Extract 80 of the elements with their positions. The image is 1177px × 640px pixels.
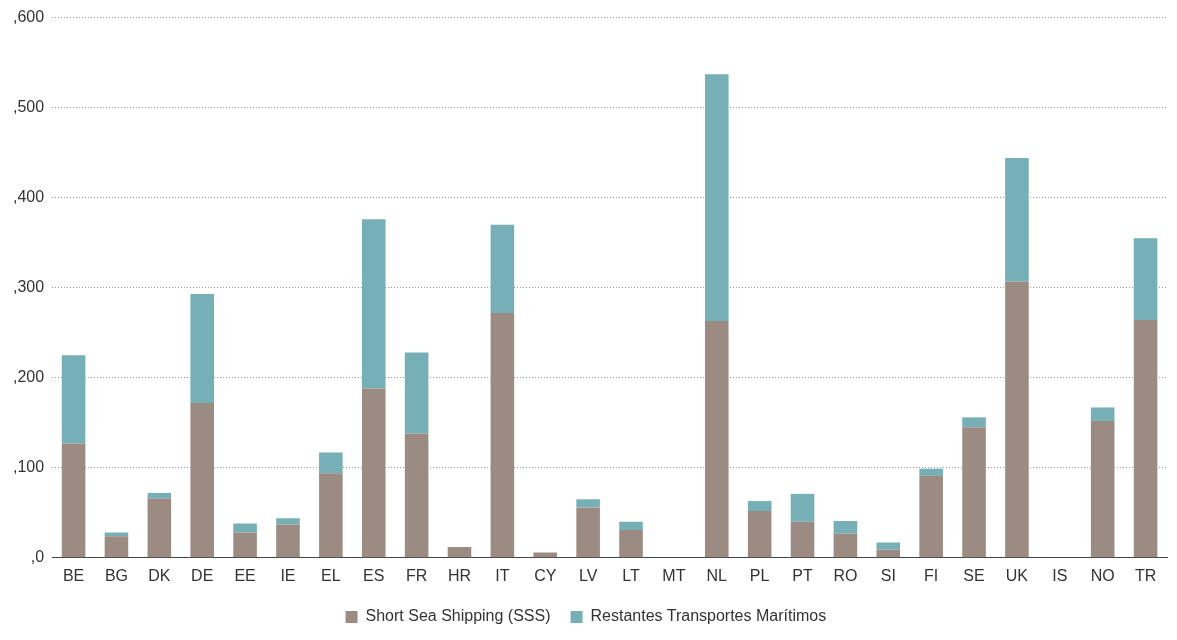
bar <box>576 499 600 508</box>
bar <box>962 427 986 558</box>
bar <box>61 355 86 444</box>
y-tick-label: ,200 <box>13 368 45 386</box>
x-tick-label: TR <box>1134 566 1157 584</box>
bar <box>361 388 386 558</box>
x-tick-label: PT <box>792 566 813 584</box>
bar <box>361 219 386 389</box>
bar <box>1133 238 1158 321</box>
bar <box>619 521 643 530</box>
bar <box>747 501 772 511</box>
x-tick-label: LV <box>578 566 598 584</box>
x-tick-label: ES <box>363 566 385 584</box>
x-tick-label: NO <box>1090 566 1115 584</box>
y-tick-label: ,400 <box>13 188 45 206</box>
x-tick-label: UK <box>1005 566 1029 584</box>
bar <box>704 321 729 558</box>
x-tick-label: IS <box>1052 566 1068 584</box>
x-tick-label: NL <box>706 566 728 584</box>
bar <box>790 521 815 558</box>
bar <box>233 532 257 558</box>
x-tick-label: EE <box>234 566 256 584</box>
bar <box>1090 407 1115 421</box>
legend-label: Short Sea Shipping (SSS) <box>365 607 551 625</box>
x-tick-label: PL <box>749 566 770 584</box>
bar <box>61 443 86 558</box>
bar <box>790 493 815 522</box>
bar <box>1133 320 1158 558</box>
bar <box>190 402 215 558</box>
bar <box>447 547 472 558</box>
bar <box>233 523 257 533</box>
bar <box>276 518 300 525</box>
x-tick-label: LT <box>622 566 640 584</box>
x-tick-label: SE <box>963 566 985 584</box>
x-tick-label: FR <box>405 566 428 584</box>
y-tick-label: ,300 <box>13 278 45 296</box>
bar <box>533 552 558 558</box>
x-tick-label: DK <box>148 566 171 584</box>
legend-label: Restantes Transportes Marítimos <box>590 607 827 625</box>
bar <box>962 417 986 428</box>
bar <box>190 294 215 403</box>
bar <box>147 498 172 558</box>
bar <box>404 352 429 434</box>
x-tick-label: SI <box>880 566 896 584</box>
bar <box>319 473 343 558</box>
x-tick-label: CY <box>534 566 557 584</box>
bar <box>104 536 129 558</box>
bar <box>1005 281 1029 558</box>
y-tick-label: ,0 <box>30 548 45 566</box>
x-tick-label: HR <box>447 566 472 584</box>
bar <box>147 492 172 499</box>
x-tick-label: BG <box>104 566 129 584</box>
bar <box>1005 158 1029 282</box>
bar <box>490 224 515 313</box>
bar <box>919 475 943 558</box>
bar <box>1090 420 1115 558</box>
x-tick-label: DE <box>191 566 214 584</box>
y-tick-label: ,600 <box>13 8 45 26</box>
bar <box>276 524 300 558</box>
y-tick-label: ,500 <box>13 98 45 116</box>
bar <box>833 520 858 534</box>
x-tick-label: IT <box>495 566 510 584</box>
x-tick-label: MT <box>662 566 686 584</box>
bar <box>576 507 600 558</box>
bar <box>404 433 429 558</box>
bar <box>833 533 858 558</box>
bar <box>747 510 772 558</box>
bar <box>490 312 515 558</box>
x-tick-label: EL <box>321 566 341 584</box>
bar <box>876 549 901 558</box>
bar <box>319 452 343 474</box>
bar <box>619 529 643 558</box>
bar <box>919 468 943 476</box>
bar <box>704 74 729 322</box>
x-tick-label: RO <box>833 566 858 584</box>
x-tick-label: IE <box>280 566 296 584</box>
y-tick-label: ,100 <box>13 458 45 476</box>
x-tick-label: BE <box>62 566 85 584</box>
bar <box>876 542 901 550</box>
x-tick-label: FI <box>924 566 939 584</box>
